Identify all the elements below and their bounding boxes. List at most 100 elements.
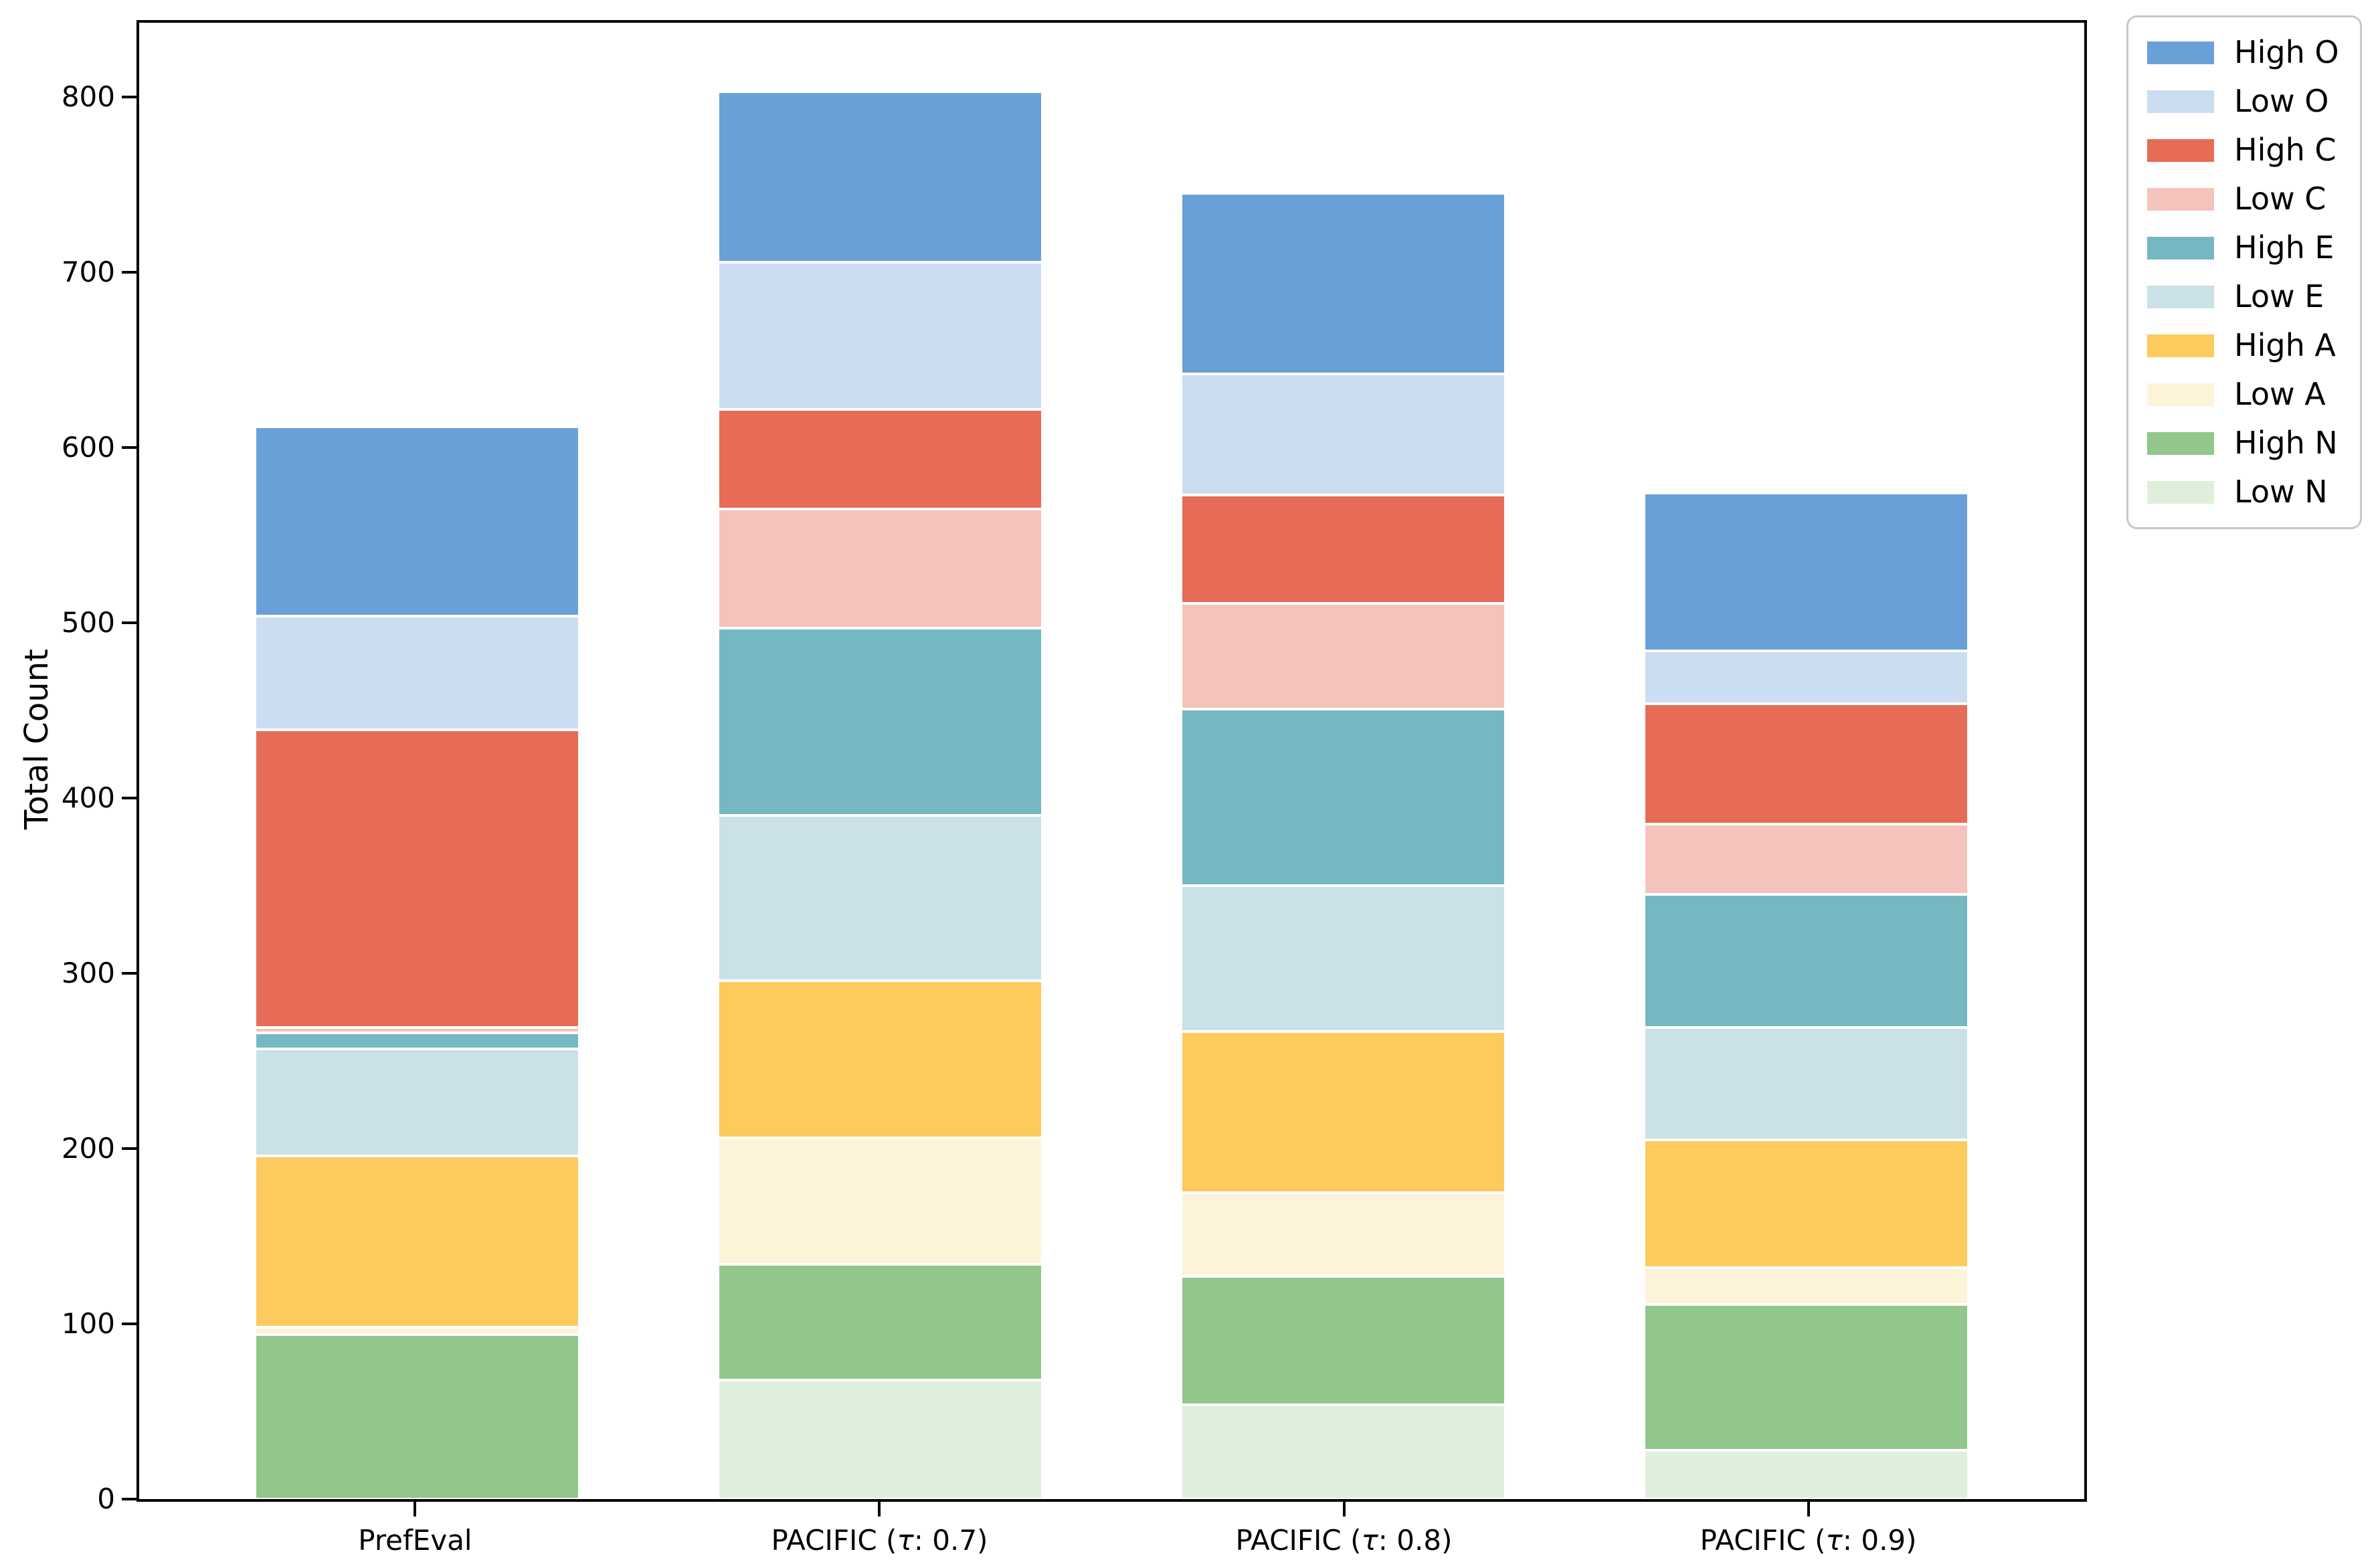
legend-swatch bbox=[2147, 236, 2214, 260]
segment-high-c bbox=[255, 730, 579, 1028]
segment-high-n bbox=[255, 1334, 579, 1499]
legend-item-low-o: Low O bbox=[2128, 77, 2360, 126]
segment-high-c bbox=[1181, 495, 1505, 604]
y-tick-label: 300 bbox=[61, 957, 115, 990]
plot-area bbox=[136, 20, 2087, 1502]
legend-item-low-c: Low C bbox=[2128, 175, 2360, 223]
segment-high-a bbox=[255, 1155, 579, 1328]
y-tick-mark bbox=[122, 797, 136, 800]
y-tick-label: 600 bbox=[61, 431, 115, 464]
segment-high-c bbox=[718, 409, 1042, 509]
legend-item-low-n: Low N bbox=[2128, 468, 2360, 516]
bar-PACIFIC (τ: 0.9) bbox=[1644, 23, 1969, 1499]
legend-label: Low N bbox=[2234, 474, 2328, 510]
bar-PACIFIC (τ: 0.8) bbox=[1181, 23, 1505, 1499]
segment-low-a bbox=[255, 1327, 579, 1335]
legend-item-high-c: High C bbox=[2128, 126, 2360, 175]
legend-label: Low O bbox=[2234, 83, 2329, 119]
x-tick-label: PACIFIC (τ: 0.7) bbox=[771, 1524, 988, 1557]
segment-high-a bbox=[1644, 1140, 1969, 1268]
segment-low-c bbox=[1644, 824, 1969, 895]
legend-item-high-a: High A bbox=[2128, 321, 2360, 370]
bar-PACIFIC (τ: 0.7) bbox=[718, 23, 1042, 1499]
y-tick-mark bbox=[122, 96, 136, 99]
segment-high-n bbox=[1644, 1304, 1969, 1450]
legend-swatch bbox=[2147, 138, 2214, 162]
segment-low-n bbox=[718, 1379, 1042, 1499]
legend-swatch bbox=[2147, 480, 2214, 504]
bar-PrefEval bbox=[255, 23, 579, 1499]
legend-item-low-e: Low E bbox=[2128, 272, 2360, 321]
legend-label: High O bbox=[2234, 34, 2339, 70]
x-tick-mark bbox=[878, 1502, 881, 1516]
segment-low-c bbox=[718, 508, 1042, 629]
segment-high-a bbox=[1181, 1031, 1505, 1193]
segment-low-e bbox=[255, 1048, 579, 1156]
legend-item-high-e: High E bbox=[2128, 223, 2360, 272]
x-tick-mark bbox=[1342, 1502, 1346, 1516]
y-tick-mark bbox=[122, 621, 136, 625]
segment-low-c bbox=[255, 1027, 579, 1034]
segment-low-n bbox=[1644, 1450, 1969, 1499]
x-tick-label: PACIFIC (τ: 0.9) bbox=[1700, 1524, 1917, 1557]
y-tick-label: 400 bbox=[61, 781, 115, 815]
x-tick-mark bbox=[1807, 1502, 1810, 1516]
segment-high-o bbox=[1644, 493, 1969, 652]
segment-low-c bbox=[1181, 603, 1505, 709]
legend-label: High E bbox=[2234, 229, 2335, 266]
legend-label: Low E bbox=[2234, 278, 2324, 314]
segment-low-a bbox=[718, 1138, 1042, 1264]
y-tick-mark bbox=[122, 1498, 136, 1500]
legend-label: High A bbox=[2234, 327, 2336, 363]
legend-item-high-o: High O bbox=[2128, 28, 2360, 77]
y-tick-mark bbox=[122, 446, 136, 450]
y-tick-label: 100 bbox=[61, 1307, 115, 1341]
segment-low-o bbox=[718, 262, 1042, 409]
y-tick-mark bbox=[122, 972, 136, 975]
segment-low-n bbox=[1181, 1404, 1505, 1499]
legend: High O Low O High C Low C High E Low E High A L… bbox=[2126, 15, 2362, 529]
legend-swatch bbox=[2147, 90, 2214, 113]
legend-swatch bbox=[2147, 41, 2214, 64]
legend-swatch bbox=[2147, 285, 2214, 308]
legend-label: Low A bbox=[2234, 376, 2326, 412]
y-tick-label: 200 bbox=[61, 1132, 115, 1165]
segment-high-e bbox=[1644, 894, 1969, 1028]
x-tick-label: PACIFIC (τ: 0.8) bbox=[1235, 1524, 1453, 1557]
legend-label: High C bbox=[2234, 132, 2337, 168]
y-tick-mark bbox=[122, 1322, 136, 1326]
segment-high-o bbox=[718, 92, 1042, 262]
segment-low-o bbox=[255, 615, 579, 730]
segment-low-e bbox=[718, 815, 1042, 981]
segment-low-o bbox=[1181, 374, 1505, 495]
segment-high-e bbox=[718, 628, 1042, 816]
legend-label: High N bbox=[2234, 425, 2338, 461]
segment-high-c bbox=[1644, 703, 1969, 825]
segment-high-o bbox=[1181, 193, 1505, 375]
legend-swatch bbox=[2147, 187, 2214, 211]
legend-item-low-a: Low A bbox=[2128, 370, 2360, 419]
segment-high-n bbox=[718, 1264, 1042, 1380]
legend-item-high-n: High N bbox=[2128, 419, 2360, 468]
legend-swatch bbox=[2147, 334, 2214, 357]
x-tick-mark bbox=[414, 1502, 417, 1516]
y-tick-mark bbox=[122, 271, 136, 274]
segment-low-a bbox=[1644, 1268, 1969, 1305]
segment-high-e bbox=[1181, 708, 1505, 886]
segment-low-e bbox=[1644, 1027, 1969, 1140]
legend-swatch bbox=[2147, 431, 2214, 455]
x-tick-label: PrefEval bbox=[358, 1524, 472, 1557]
segment-low-o bbox=[1644, 651, 1969, 704]
y-tick-label: 700 bbox=[61, 256, 115, 289]
legend-swatch bbox=[2147, 383, 2214, 406]
y-tick-label: 0 bbox=[97, 1482, 115, 1515]
segment-high-a bbox=[718, 980, 1042, 1139]
y-tick-mark bbox=[122, 1147, 136, 1151]
segment-low-a bbox=[1181, 1192, 1505, 1277]
y-tick-label: 800 bbox=[61, 80, 115, 114]
segment-high-e bbox=[255, 1033, 579, 1049]
segment-high-n bbox=[1181, 1276, 1505, 1405]
segment-low-e bbox=[1181, 886, 1505, 1032]
legend-label: Low C bbox=[2234, 181, 2326, 217]
